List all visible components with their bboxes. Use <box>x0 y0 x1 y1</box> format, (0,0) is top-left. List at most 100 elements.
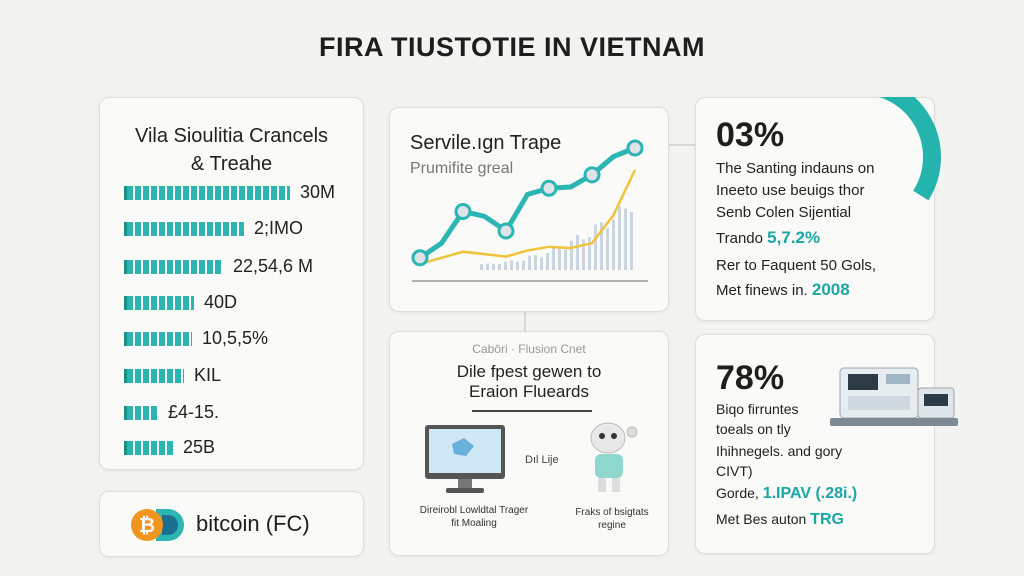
chart-background-bar <box>516 261 519 270</box>
stat-top-line6-value: 2008 <box>811 280 850 299</box>
chart-point <box>626 139 644 157</box>
caption-left-line2: fit Moaling <box>451 518 497 529</box>
bar-list-title-line2: & Treahe <box>190 153 273 175</box>
bar-value-label: 30M <box>300 182 336 202</box>
stat-top-line4-value: 5,7.2% <box>767 228 821 247</box>
illustration-title-line2: Eraion Flueards <box>468 382 589 401</box>
divider <box>472 410 592 412</box>
illustration-caption-right: Fraks of bsigtats regine <box>562 506 662 532</box>
stat-bottom-line6: Met Bes auton TRG <box>716 511 844 529</box>
chart-series-teal-line <box>417 145 638 261</box>
bar <box>124 332 192 346</box>
caption-right-line1: Fraks of bsigtats <box>575 507 649 518</box>
chart-background-bar <box>594 224 597 270</box>
bar-list-card: Vila Sioulitia Crancels & Treahe 30M 2;IM… <box>99 97 364 470</box>
stat-bottom-line3: Ihihnegels. and gory <box>716 443 843 459</box>
stat-card-top: 03% The Santing indauns on Ineeto use be… <box>695 97 935 321</box>
chart-background-bar <box>498 264 501 270</box>
line-chart <box>411 139 648 282</box>
bar <box>124 406 158 420</box>
chart-background-bar <box>606 227 609 270</box>
page-title: FIRA TIUSTOTIE IN VIETNAM <box>318 32 705 62</box>
stat-bottom-line5: Gorde, 1.IPAV (.28i.) <box>716 485 857 503</box>
bar-value-label: KIL <box>194 365 222 385</box>
stat-bottom-line4: CIVT) <box>716 463 753 479</box>
chart-background-bar <box>552 246 555 270</box>
chart-point <box>583 166 601 184</box>
stat-percent-top: 03% <box>716 116 785 154</box>
stat-bottom-line6-label: Met Bes auton <box>716 511 807 527</box>
chart-background-bar <box>510 260 513 270</box>
connector-line-right <box>669 144 695 146</box>
chart-background-bars <box>480 205 633 270</box>
chart-background-bar <box>630 211 633 270</box>
chart-background-bar <box>534 255 537 270</box>
monitor-icon <box>425 425 505 493</box>
illustration-middle-label: Dıl Lije <box>525 454 559 466</box>
chart-title: Servile.ıgn Trape <box>410 132 562 154</box>
bar <box>124 186 290 200</box>
chart-background-bar <box>588 237 591 270</box>
stat-top-line1: The Santing indauns on <box>716 160 875 177</box>
bar <box>124 441 173 455</box>
svg-text:₿: ₿ <box>139 515 155 537</box>
chart-point <box>540 179 558 197</box>
progress-gauge <box>879 97 941 201</box>
chart-background-bar <box>546 252 549 270</box>
illustration-card: Cabōri · Flusion Cnet Dile fpest gewen t… <box>389 331 669 556</box>
bar <box>124 260 223 274</box>
stat-percent-bottom: 78% <box>716 359 785 397</box>
chart-background-bar <box>504 261 507 270</box>
caption-left-line1: Direirobl Lowldtal Trager <box>419 505 529 516</box>
chart-background-bar <box>618 205 621 270</box>
chart-background-bar <box>570 240 573 270</box>
stat-top-line6: Met finews in. 2008 <box>716 280 850 300</box>
progress-gauge-arc <box>879 97 941 201</box>
chart-point <box>497 222 515 240</box>
chart-series-yellow-line <box>419 169 637 266</box>
illustration-caption-left: Direirobl Lowldtal Trager fit Moaling <box>404 504 544 530</box>
chart-background-bar <box>486 263 489 270</box>
chart-background-bar <box>492 263 495 270</box>
machine-icon <box>830 367 958 426</box>
stat-top-line3: Senb Colen Sijential <box>716 204 852 221</box>
bar-value-label: £4-15. <box>168 402 220 422</box>
chart-background-bar <box>528 255 531 270</box>
bitcoin-card: ₿ bitcoin (FC) <box>99 491 364 557</box>
chart-subtitle: Prumifite greal <box>410 160 514 177</box>
bar-value-label: 40D <box>204 292 238 312</box>
bar-value-label: 25B <box>183 437 216 457</box>
stat-bottom-line5-label: Gorde, <box>716 485 759 501</box>
bar-list-title: Vila Sioulitia Crancels & Treahe <box>100 122 363 178</box>
stat-top-line4-label: Trando <box>716 230 763 247</box>
chart-point <box>454 202 472 220</box>
bitcoin-label: bitcoin (FC) <box>196 511 310 536</box>
stat-bottom-line2: toeals on tly <box>716 421 791 437</box>
robot-icon <box>590 422 638 492</box>
stat-bottom-line5-value: 1.IPAV (.28i.) <box>762 485 858 502</box>
chart-background-bar <box>564 249 567 270</box>
bar-list-title-line1: Vila Sioulitia Crancels <box>134 125 329 147</box>
chart-background-bar <box>600 222 603 270</box>
bar-value-label: 10,5,5% <box>202 328 269 348</box>
stat-top-line6-label: Met finews in. <box>716 282 808 299</box>
illustration-top-label: Cabōri · Flusion Cnet <box>472 342 586 356</box>
bar <box>124 369 184 383</box>
connector-line <box>524 312 526 332</box>
illustration-title: Dile fpest gewen to Eraion Flueards <box>390 362 668 402</box>
chart-point <box>411 249 429 267</box>
chart-background-bar <box>582 239 585 270</box>
stat-bottom-line1: Biqo firruntes <box>716 401 799 417</box>
bitcoin-logo-icon: ₿ <box>131 509 184 541</box>
caption-right-line2: regine <box>598 520 626 531</box>
stat-top-line5: Rer to Faquent 50 Gols, <box>716 257 877 274</box>
stat-top-line2: Ineeto use beuigs thor <box>716 182 865 199</box>
stat-bottom-line6-value: TRG <box>810 511 844 528</box>
bar <box>124 296 194 310</box>
chart-background-bar <box>480 264 483 270</box>
chart-points <box>411 139 644 267</box>
chart-background-bar <box>522 260 525 270</box>
stat-top-line4: Trando 5,7.2% <box>716 228 820 248</box>
illustration-title-line1: Dile fpest gewen to <box>456 362 602 381</box>
chart-background-bar <box>624 208 627 270</box>
